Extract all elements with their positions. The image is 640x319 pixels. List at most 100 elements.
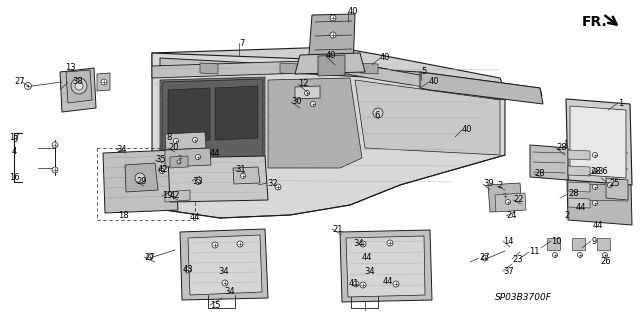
Circle shape — [305, 91, 310, 95]
Text: 14: 14 — [503, 236, 513, 246]
Polygon shape — [165, 190, 190, 202]
Circle shape — [185, 267, 191, 273]
Text: 44: 44 — [362, 253, 372, 262]
Text: 28: 28 — [568, 189, 579, 198]
Text: 40: 40 — [429, 78, 440, 86]
Polygon shape — [160, 58, 542, 96]
Text: 33: 33 — [192, 176, 203, 186]
Text: 34: 34 — [116, 145, 127, 153]
Polygon shape — [215, 86, 258, 140]
Text: 27: 27 — [479, 254, 490, 263]
Circle shape — [52, 167, 58, 173]
Text: 3: 3 — [12, 136, 17, 145]
Polygon shape — [268, 78, 362, 168]
Polygon shape — [495, 193, 526, 212]
Text: 44: 44 — [576, 203, 586, 211]
Polygon shape — [165, 132, 206, 150]
Polygon shape — [568, 150, 590, 160]
Circle shape — [577, 253, 582, 257]
Polygon shape — [597, 238, 610, 250]
Text: 5: 5 — [421, 66, 426, 76]
Circle shape — [241, 174, 246, 179]
Circle shape — [195, 154, 200, 160]
Text: 15: 15 — [210, 300, 221, 309]
Text: 22: 22 — [513, 196, 524, 204]
Circle shape — [393, 281, 399, 287]
Polygon shape — [152, 53, 505, 218]
Polygon shape — [568, 198, 590, 208]
Polygon shape — [308, 14, 355, 70]
Circle shape — [193, 137, 198, 143]
Text: 1: 1 — [618, 99, 623, 108]
Circle shape — [135, 173, 145, 183]
Text: 34: 34 — [353, 240, 364, 249]
Circle shape — [602, 253, 607, 257]
Polygon shape — [170, 156, 188, 168]
Polygon shape — [152, 60, 505, 100]
Text: 7: 7 — [239, 39, 244, 48]
Circle shape — [75, 82, 83, 90]
Text: 12: 12 — [298, 79, 308, 88]
Polygon shape — [97, 73, 110, 91]
Text: 11: 11 — [529, 248, 540, 256]
Text: 40: 40 — [326, 51, 337, 61]
Circle shape — [387, 240, 393, 246]
Polygon shape — [233, 167, 260, 184]
Text: 18: 18 — [118, 211, 129, 220]
Polygon shape — [570, 106, 626, 178]
Text: 2: 2 — [497, 182, 502, 190]
Circle shape — [212, 242, 218, 248]
Text: 44: 44 — [593, 221, 604, 231]
Text: 42: 42 — [170, 191, 180, 201]
Polygon shape — [60, 68, 96, 112]
Text: 44: 44 — [210, 150, 221, 159]
Text: SP03B3700F: SP03B3700F — [495, 293, 552, 302]
Polygon shape — [160, 77, 265, 200]
Circle shape — [237, 241, 243, 247]
Circle shape — [52, 142, 58, 148]
Circle shape — [353, 281, 359, 287]
Polygon shape — [162, 79, 263, 198]
Polygon shape — [200, 63, 218, 74]
Circle shape — [101, 79, 107, 85]
Circle shape — [360, 282, 366, 288]
Text: 23: 23 — [512, 255, 523, 263]
Text: 28: 28 — [556, 144, 566, 152]
Text: 44: 44 — [190, 213, 200, 222]
Text: 2: 2 — [564, 211, 569, 219]
Text: 28: 28 — [590, 167, 600, 176]
Text: 4: 4 — [12, 146, 17, 155]
Circle shape — [159, 168, 164, 174]
Text: 32: 32 — [267, 179, 278, 188]
Polygon shape — [66, 70, 92, 103]
Text: 36: 36 — [597, 167, 608, 175]
Polygon shape — [572, 238, 585, 250]
Text: 25: 25 — [609, 180, 620, 189]
Circle shape — [177, 160, 181, 164]
Polygon shape — [360, 63, 378, 74]
Circle shape — [170, 195, 175, 199]
Polygon shape — [606, 178, 628, 200]
Polygon shape — [530, 145, 568, 180]
Circle shape — [195, 180, 200, 184]
Polygon shape — [420, 72, 543, 104]
Circle shape — [482, 255, 488, 261]
Circle shape — [506, 199, 511, 204]
Text: 13: 13 — [65, 63, 76, 71]
Text: 27: 27 — [14, 78, 24, 86]
Text: 44: 44 — [383, 277, 394, 286]
Polygon shape — [165, 148, 211, 167]
Circle shape — [24, 83, 31, 90]
Text: 37: 37 — [503, 266, 514, 276]
Text: 40: 40 — [348, 8, 358, 17]
Text: 26: 26 — [600, 257, 611, 266]
Text: 19: 19 — [162, 191, 173, 201]
Polygon shape — [547, 238, 560, 250]
Circle shape — [502, 194, 508, 198]
Text: 29: 29 — [136, 177, 147, 187]
Text: 6: 6 — [374, 110, 380, 120]
Circle shape — [330, 15, 336, 21]
Text: 35: 35 — [155, 155, 166, 165]
Text: 40: 40 — [462, 125, 472, 135]
Text: 20: 20 — [168, 144, 179, 152]
